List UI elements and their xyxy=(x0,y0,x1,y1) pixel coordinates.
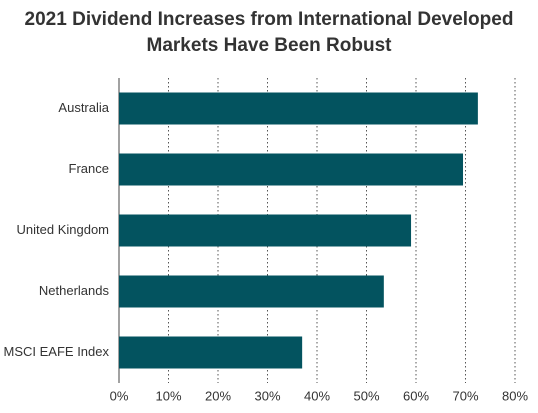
chart-title: Markets Have Been Robust xyxy=(147,35,393,56)
x-tick-label: 50% xyxy=(353,388,379,403)
bar xyxy=(119,153,464,186)
y-tick-label: Australia xyxy=(58,100,109,115)
x-tick-label: 30% xyxy=(254,388,280,403)
x-tick-label: 40% xyxy=(304,388,330,403)
chart-title: 2021 Dividend Increases from Internation… xyxy=(25,9,514,30)
y-tick-label: United Kingdom xyxy=(17,222,110,237)
bar xyxy=(119,336,303,369)
x-tick-label: 20% xyxy=(205,388,231,403)
bar xyxy=(119,275,384,308)
y-tick-label: Netherlands xyxy=(39,283,110,298)
x-tick-label: 0% xyxy=(110,388,129,403)
x-tick-label: 80% xyxy=(502,388,528,403)
x-tick-label: 10% xyxy=(155,388,181,403)
y-tick-label: France xyxy=(69,161,109,176)
bar xyxy=(119,214,412,247)
bar xyxy=(119,92,478,125)
y-tick-label: MSCI EAFE Index xyxy=(4,344,110,359)
x-tick-label: 70% xyxy=(452,388,478,403)
x-tick-label: 60% xyxy=(403,388,429,403)
